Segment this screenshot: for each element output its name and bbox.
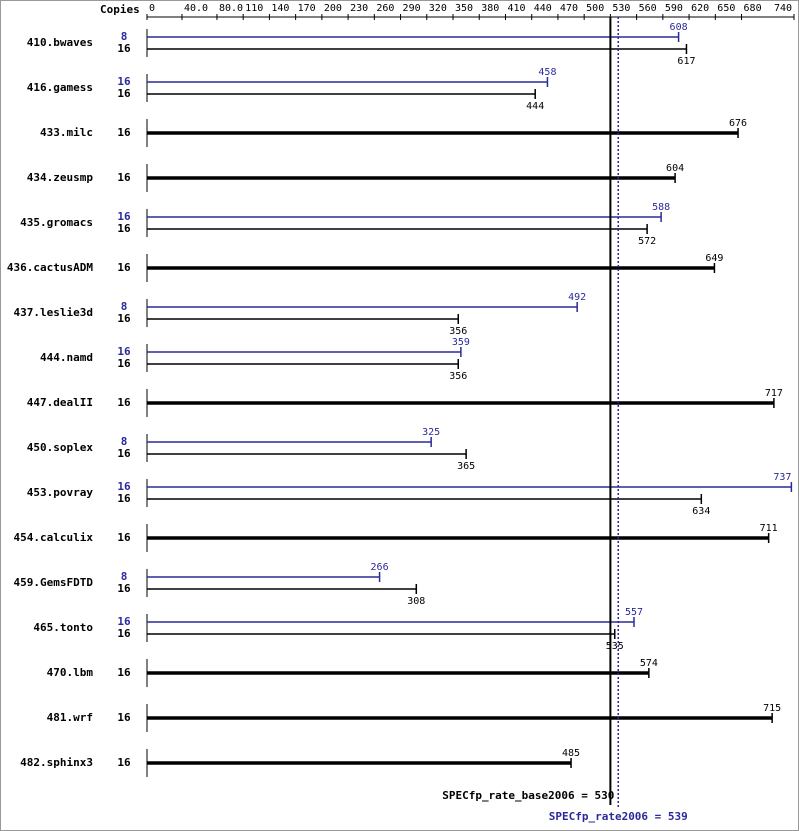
benchmark-name: 437.leslie3d [14, 306, 93, 319]
x-tick-label: 320 [429, 3, 447, 14]
benchmark-name: 416.gamess [27, 81, 93, 94]
copies: 16 [117, 480, 131, 493]
value-label: 604 [666, 163, 684, 174]
copies: 16 [117, 171, 131, 184]
copies: 16 [117, 531, 131, 544]
overall-base-label: SPECfp_rate_base2006 = 530 [442, 789, 614, 802]
copies: 16 [117, 447, 131, 460]
x-tick-label: 110 [245, 3, 263, 14]
x-tick-label: 470 [560, 3, 578, 14]
benchmark-name: 410.bwaves [27, 36, 93, 49]
benchmark-name: 459.GemsFDTD [14, 576, 94, 589]
copies: 8 [121, 570, 128, 583]
value-label: 649 [705, 253, 723, 264]
value-label: 492 [568, 292, 586, 303]
x-tick-label: 590 [665, 3, 683, 14]
benchmark-name: 481.wrf [47, 711, 93, 724]
x-tick-label: 290 [403, 3, 421, 14]
x-tick-label: 0 [149, 3, 155, 14]
value-label: 715 [763, 703, 781, 714]
benchmark-name: 436.cactusADM [7, 261, 93, 274]
benchmark-name: 482.sphinx3 [20, 756, 93, 769]
copies: 8 [121, 300, 128, 313]
copies: 16 [117, 222, 131, 235]
x-tick-label: 560 [639, 3, 657, 14]
copies: 16 [117, 756, 131, 769]
copies: 16 [117, 582, 131, 595]
x-tick-label: 200 [324, 3, 342, 14]
value-label: 356 [449, 326, 467, 337]
value-label: 588 [652, 202, 670, 213]
copies: 16 [117, 75, 131, 88]
benchmark-name: 465.tonto [33, 621, 93, 634]
copies: 16 [117, 312, 131, 325]
value-label: 737 [773, 472, 791, 483]
benchmark-name: 453.povray [27, 486, 94, 499]
x-tick-label: 500 [586, 3, 604, 14]
copies: 8 [121, 435, 128, 448]
benchmark-name: 435.gromacs [20, 216, 93, 229]
value-label: 359 [452, 337, 470, 348]
x-tick-label: 260 [376, 3, 394, 14]
x-tick-label: 350 [455, 3, 473, 14]
value-label: 266 [371, 562, 389, 573]
benchmark-name: 454.calculix [14, 531, 94, 544]
copies: 16 [117, 396, 131, 409]
copies: 16 [117, 42, 131, 55]
copies: 16 [117, 87, 131, 100]
copies: 16 [117, 666, 131, 679]
benchmark-name: 470.lbm [47, 666, 94, 679]
copies: 16 [117, 615, 131, 628]
copies: 16 [117, 357, 131, 370]
benchmark-name: 444.namd [40, 351, 93, 364]
copies: 16 [117, 126, 131, 139]
copies: 16 [117, 345, 131, 358]
value-label: 711 [760, 523, 778, 534]
value-label: 444 [526, 101, 544, 112]
value-label: 356 [449, 371, 467, 382]
benchmark-name: 434.zeusmp [27, 171, 94, 184]
value-label: 308 [407, 596, 425, 607]
value-label: 458 [538, 67, 556, 78]
value-label: 557 [625, 607, 643, 618]
copies: 16 [117, 627, 131, 640]
x-tick-label: 410 [507, 3, 525, 14]
x-tick-label: 680 [744, 3, 762, 14]
value-label: 717 [765, 388, 783, 399]
x-tick-label: 140 [271, 3, 289, 14]
x-tick-label: 650 [717, 3, 735, 14]
x-tick-label: 80.0 [219, 3, 243, 14]
x-tick-label: 170 [298, 3, 316, 14]
benchmark-name: 433.milc [40, 126, 93, 139]
x-tick-label: 230 [350, 3, 368, 14]
copies: 16 [117, 210, 131, 223]
x-tick-label: 380 [481, 3, 499, 14]
value-label: 485 [562, 748, 580, 759]
value-label: 535 [606, 641, 624, 652]
value-label: 365 [457, 461, 475, 472]
copies: 16 [117, 711, 131, 724]
value-label: 676 [729, 118, 747, 129]
copies: 8 [121, 30, 128, 43]
copies: 16 [117, 492, 131, 505]
x-tick-label: 440 [534, 3, 552, 14]
value-label: 572 [638, 236, 656, 247]
value-label: 608 [670, 22, 688, 33]
axis-label: Copies [100, 3, 140, 16]
value-label: 325 [422, 427, 440, 438]
value-label: 617 [677, 56, 695, 67]
value-label: 634 [692, 506, 710, 517]
overall-peak-label: SPECfp_rate2006 = 539 [549, 810, 688, 823]
x-tick-label: 740 [774, 3, 792, 14]
benchmark-name: 447.dealII [27, 396, 93, 409]
value-label: 574 [640, 658, 658, 669]
copies: 16 [117, 261, 131, 274]
x-tick-label: 620 [691, 3, 709, 14]
x-tick-label: 530 [612, 3, 630, 14]
benchmark-name: 450.soplex [27, 441, 94, 454]
x-tick-label: 40.0 [184, 3, 208, 14]
